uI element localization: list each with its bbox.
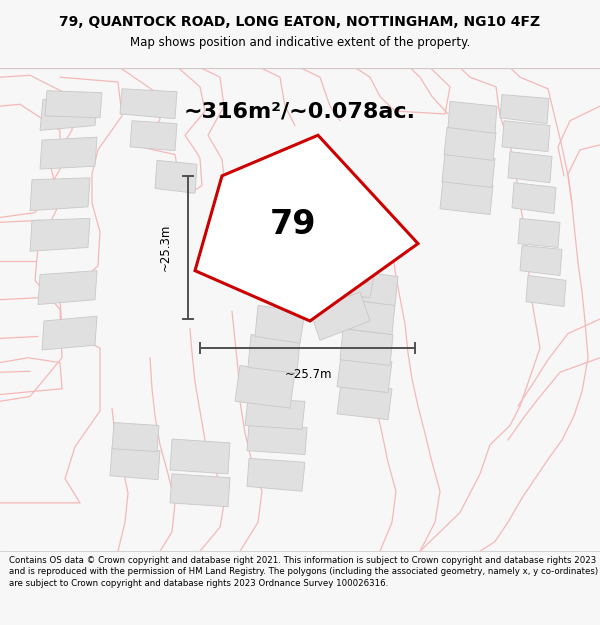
Polygon shape (195, 135, 418, 321)
Polygon shape (38, 271, 97, 304)
Polygon shape (170, 439, 230, 474)
Polygon shape (235, 366, 295, 408)
Polygon shape (30, 177, 90, 211)
Polygon shape (325, 263, 375, 298)
Polygon shape (112, 422, 159, 452)
Polygon shape (110, 448, 160, 479)
Polygon shape (520, 246, 562, 276)
Text: Contains OS data © Crown copyright and database right 2021. This information is : Contains OS data © Crown copyright and d… (9, 556, 598, 588)
Polygon shape (170, 474, 230, 507)
Polygon shape (500, 94, 549, 124)
Text: ~25.3m: ~25.3m (159, 224, 172, 271)
Text: 79, QUANTOCK ROAD, LONG EATON, NOTTINGHAM, NG10 4FZ: 79, QUANTOCK ROAD, LONG EATON, NOTTINGHA… (59, 15, 541, 29)
Polygon shape (337, 383, 392, 419)
Polygon shape (502, 121, 550, 152)
Polygon shape (444, 127, 496, 161)
Polygon shape (40, 137, 97, 169)
Polygon shape (130, 121, 177, 151)
Polygon shape (45, 91, 102, 118)
Polygon shape (508, 152, 552, 182)
Polygon shape (442, 152, 495, 188)
Polygon shape (518, 218, 560, 248)
Polygon shape (42, 316, 97, 350)
Text: ~316m²/~0.078ac.: ~316m²/~0.078ac. (184, 101, 416, 121)
Polygon shape (350, 271, 398, 306)
Polygon shape (340, 329, 393, 366)
Polygon shape (255, 189, 368, 308)
Polygon shape (337, 356, 392, 392)
Text: Map shows position and indicative extent of the property.: Map shows position and indicative extent… (130, 36, 470, 49)
Polygon shape (448, 101, 497, 133)
Polygon shape (255, 306, 305, 343)
Polygon shape (344, 300, 395, 334)
Polygon shape (245, 398, 305, 429)
Polygon shape (247, 458, 305, 491)
Text: 79: 79 (269, 208, 316, 241)
Polygon shape (290, 181, 355, 222)
Polygon shape (248, 334, 300, 373)
Polygon shape (155, 161, 197, 193)
Polygon shape (310, 292, 370, 341)
Polygon shape (120, 89, 177, 119)
Polygon shape (512, 182, 556, 214)
Polygon shape (30, 218, 90, 251)
Polygon shape (526, 276, 566, 306)
Text: ~25.7m: ~25.7m (284, 368, 332, 381)
Polygon shape (440, 180, 493, 214)
Polygon shape (247, 424, 307, 454)
Polygon shape (40, 96, 98, 131)
